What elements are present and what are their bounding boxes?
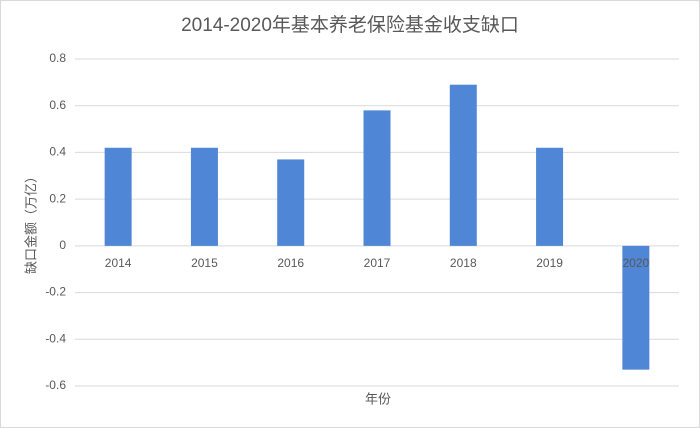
y-tick-label: -0.6 bbox=[45, 378, 66, 392]
x-axis-label: 年份 bbox=[365, 391, 391, 406]
x-tick-label: 2020 bbox=[623, 256, 650, 270]
y-tick-label: 0.6 bbox=[49, 98, 66, 112]
y-tick-label: -0.4 bbox=[45, 331, 66, 345]
x-tick-label: 2016 bbox=[277, 256, 304, 270]
bar bbox=[277, 159, 305, 246]
bar bbox=[449, 84, 477, 246]
chart-title: 2014-2020年基本养老保险基金收支缺口 bbox=[181, 14, 519, 36]
bar bbox=[104, 147, 132, 246]
y-tick-label: 0.4 bbox=[49, 145, 66, 159]
bar bbox=[622, 245, 650, 370]
x-tick-label: 2017 bbox=[364, 256, 391, 270]
y-tick-label: 0 bbox=[59, 238, 66, 252]
y-tick-label: -0.2 bbox=[45, 285, 66, 299]
bar bbox=[536, 147, 564, 246]
y-tick-label: 0.2 bbox=[49, 191, 66, 205]
x-tick-label: 2018 bbox=[450, 256, 477, 270]
y-tick-label: 0.8 bbox=[49, 51, 66, 65]
x-tick-label: 2015 bbox=[191, 256, 218, 270]
x-tick-label: 2014 bbox=[105, 256, 132, 270]
x-tick-label: 2019 bbox=[536, 256, 563, 270]
bar bbox=[190, 147, 218, 246]
bar bbox=[363, 110, 391, 246]
y-axis-label: 缺口金额（万亿） bbox=[23, 170, 38, 274]
